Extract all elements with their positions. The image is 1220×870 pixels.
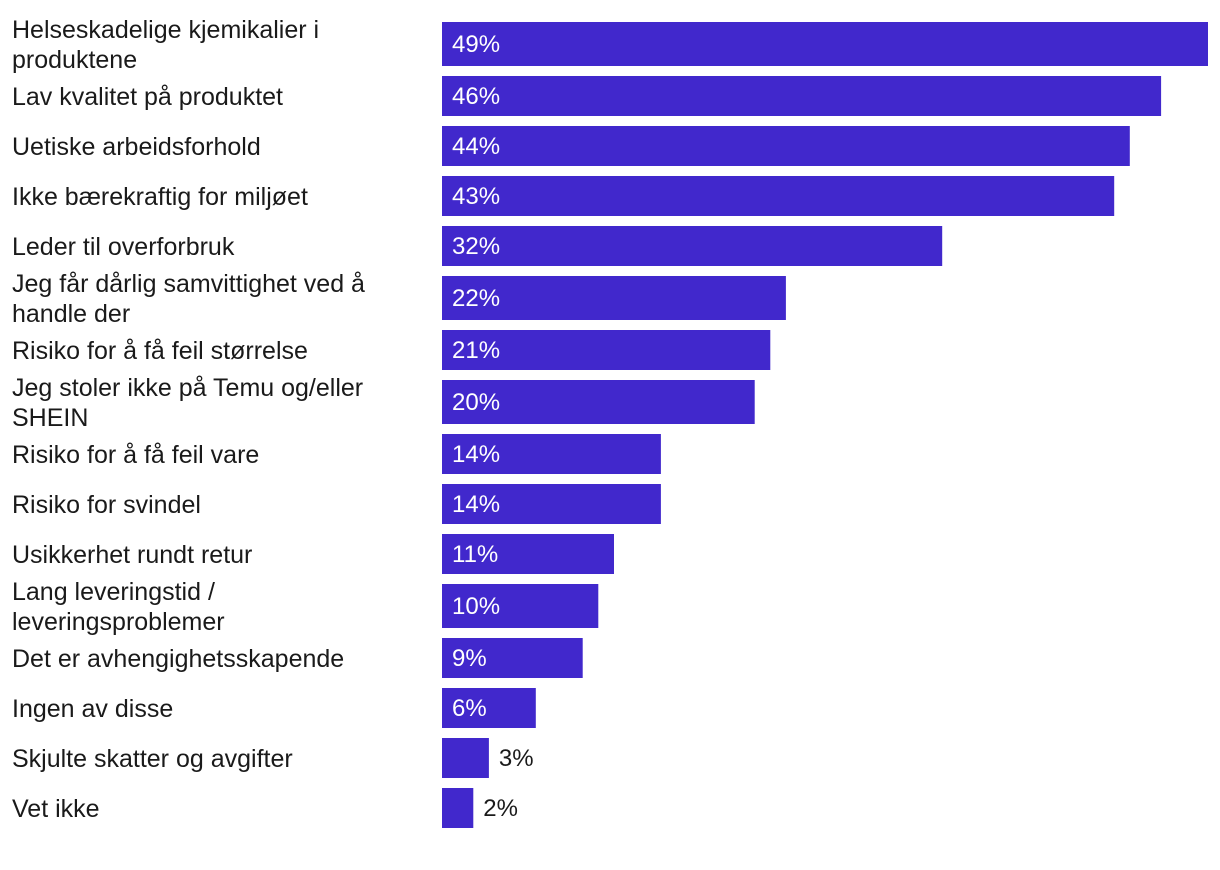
value-label: 46% [452, 83, 500, 110]
value-label: 9% [452, 645, 487, 672]
category-label-line: handle der [12, 300, 130, 328]
category-label: Risiko for svindel [12, 491, 201, 519]
category-label: Det er avhengighetsskapende [12, 645, 344, 673]
category-label-line: Det er avhengighetsskapende [12, 645, 344, 673]
category-label-line: Risiko for å få feil størrelse [12, 337, 308, 365]
category-label: Leder til overforbruk [12, 233, 235, 261]
category-label: Helseskadelige kjemikalier i produktene [12, 16, 319, 74]
value-labels: 49% 46% 44% 43% 32% 22% 21% 20% 14% 14% 11% 10% 9% 6%… [452, 31, 534, 822]
value-label: 32% [452, 233, 500, 260]
bar [442, 434, 661, 474]
value-label: 11% [452, 541, 498, 568]
value-label: 14% [452, 491, 500, 518]
category-label-line: Helseskadelige kjemikalier i [12, 16, 319, 44]
bar [442, 226, 943, 266]
category-label: Jeg får dårlig samvittighet ved å handle … [12, 270, 365, 328]
category-label: Lang leveringstid / leveringsproblemer [12, 578, 225, 636]
category-label-line: Ingen av disse [12, 695, 173, 723]
value-label: 43% [452, 183, 500, 210]
category-label-line: Jeg får dårlig samvittighet ved å [12, 270, 365, 298]
bar [442, 738, 489, 778]
bar [442, 76, 1162, 116]
category-label-line: Vet ikke [12, 795, 100, 823]
category-label-line: Risiko for svindel [12, 491, 201, 519]
category-label-line: SHEIN [12, 404, 88, 432]
category-label-line: Lav kvalitet på produktet [12, 83, 283, 111]
bar [442, 788, 474, 828]
value-label: 22% [452, 285, 500, 312]
category-labels: Helseskadelige kjemikalier i produktene La… [12, 16, 365, 823]
category-label-line: produktene [12, 46, 137, 74]
bar [442, 484, 661, 524]
value-label: 44% [452, 133, 500, 160]
category-label: Lav kvalitet på produktet [12, 83, 283, 111]
category-label-line: Skjulte skatter og avgifter [12, 745, 293, 773]
bar [442, 380, 755, 424]
value-label: 2% [483, 795, 518, 822]
bar [442, 126, 1130, 166]
category-label-line: Usikkerhet rundt retur [12, 541, 252, 569]
bar [442, 22, 1208, 66]
category-label: Risiko for å få feil vare [12, 441, 259, 469]
bar [442, 584, 599, 628]
category-label-line: Jeg stoler ikke på Temu og/eller [12, 374, 363, 402]
category-label-line: Lang leveringstid / [12, 578, 215, 606]
category-label: Usikkerhet rundt retur [12, 541, 252, 569]
bar [442, 276, 786, 320]
value-label: 6% [452, 695, 487, 722]
category-label: Vet ikke [12, 795, 100, 823]
category-label: Skjulte skatter og avgifter [12, 745, 293, 773]
category-label-line: Risiko for å få feil vare [12, 441, 259, 469]
category-label: Ikke bærekraftig for miljøet [12, 183, 308, 211]
bar [442, 688, 536, 728]
bars [442, 22, 1208, 828]
category-label-line: Ikke bærekraftig for miljøet [12, 183, 308, 211]
category-label: Ingen av disse [12, 695, 173, 723]
value-label: 14% [452, 441, 500, 468]
bar [442, 534, 614, 574]
value-label: 20% [452, 389, 500, 416]
category-label-line: Leder til overforbruk [12, 233, 235, 261]
category-label-line: leveringsproblemer [12, 608, 225, 636]
value-label: 10% [452, 593, 500, 620]
category-label: Risiko for å få feil størrelse [12, 337, 308, 365]
value-label: 3% [499, 745, 534, 772]
value-label: 49% [452, 31, 500, 58]
bar [442, 638, 583, 678]
bar [442, 330, 771, 370]
category-label: Jeg stoler ikke på Temu og/eller SHEIN [12, 374, 363, 432]
category-label-line: Uetiske arbeidsforhold [12, 133, 261, 161]
category-label: Uetiske arbeidsforhold [12, 133, 261, 161]
value-label: 21% [452, 337, 500, 364]
bar [442, 176, 1115, 216]
